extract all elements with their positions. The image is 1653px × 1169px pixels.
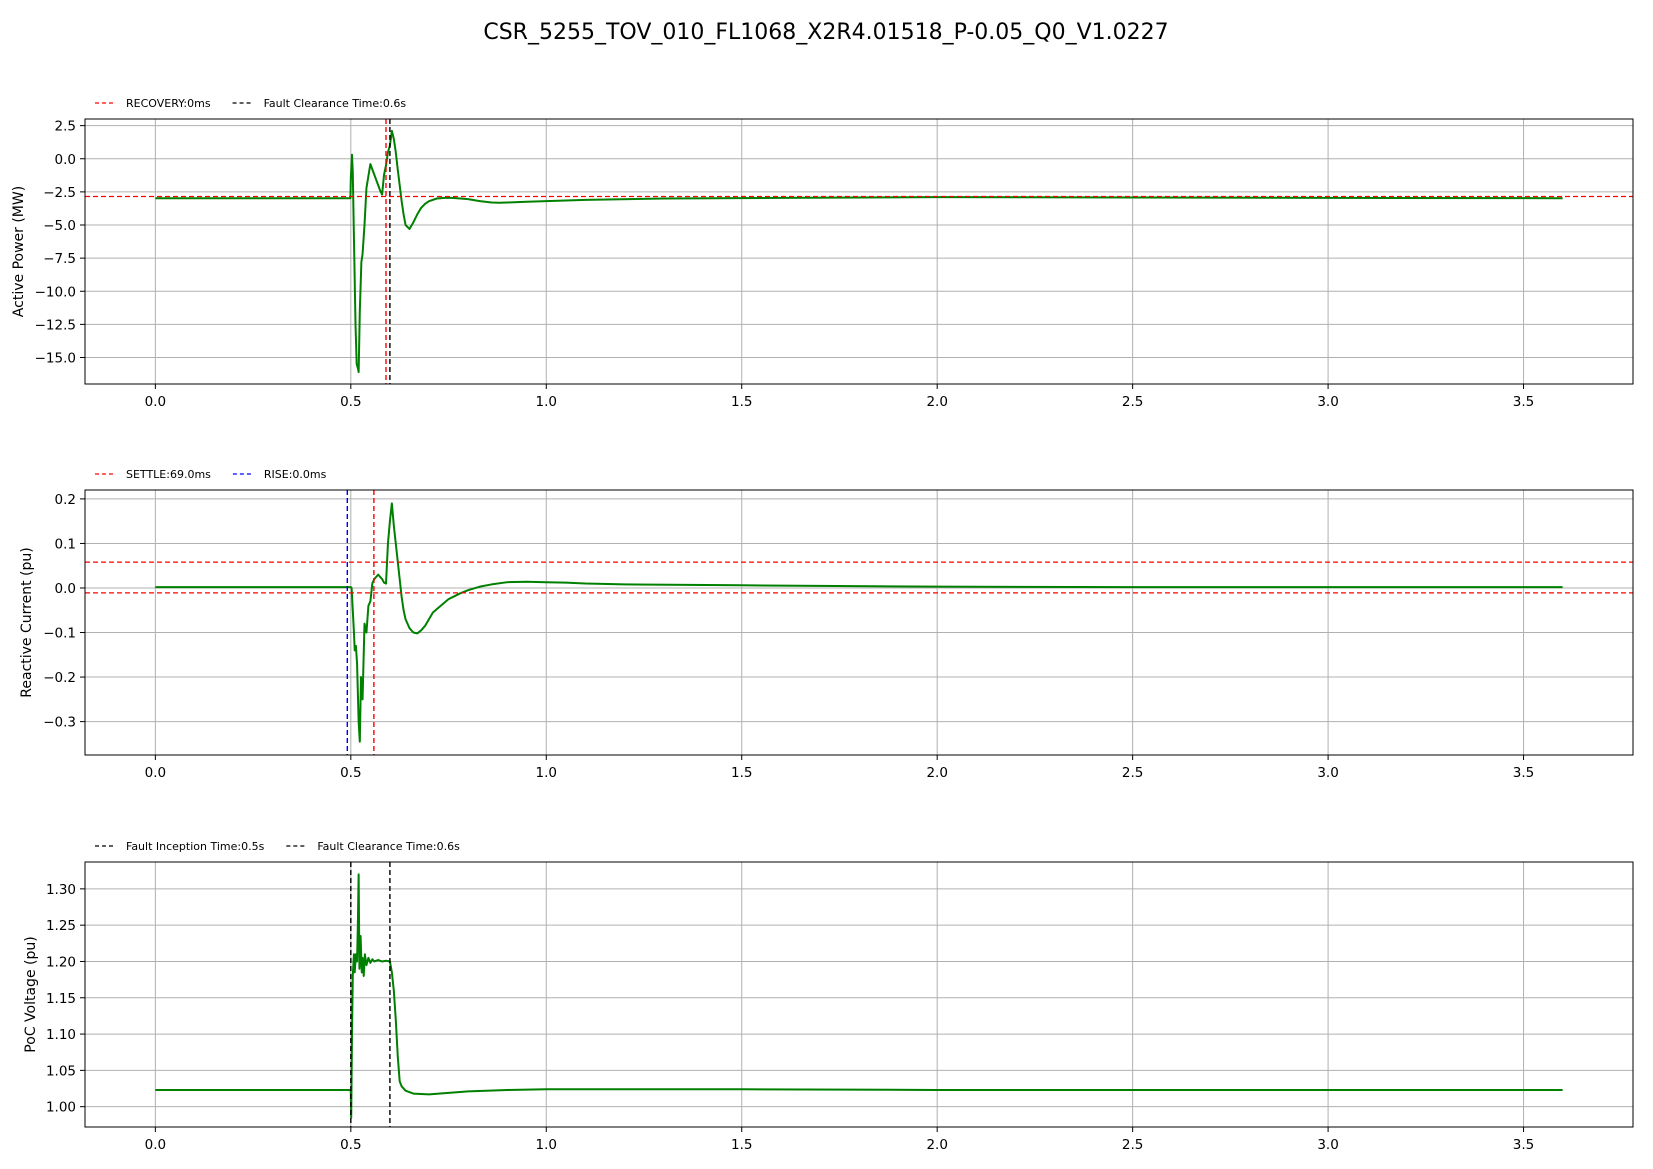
y-tick-label: 2.5 bbox=[55, 119, 76, 135]
y-tick-label: 1.20 bbox=[46, 954, 76, 970]
legend: RECOVERY:0ms Fault Clearance Time:0.6s bbox=[95, 97, 406, 110]
y-axis-label: Reactive Current (pu) bbox=[19, 547, 35, 697]
x-tick-label: 1.0 bbox=[536, 765, 557, 781]
y-tick-label: −2.5 bbox=[43, 185, 76, 201]
plot-area bbox=[85, 119, 1633, 384]
x-tick-label: 2.0 bbox=[926, 1137, 947, 1153]
legend-label: SETTLE:69.0ms bbox=[126, 468, 211, 481]
subplot-1: 0.0 0.5 1.0 1.5 2.0 2.5 3.0 3.5 −15.0 −12.5 −10.0 −… bbox=[11, 97, 1634, 410]
plot-area bbox=[85, 490, 1633, 755]
y-tick-label: 0.1 bbox=[55, 536, 76, 552]
x-tick-label: 1.5 bbox=[731, 394, 752, 410]
x-tick-label: 0.5 bbox=[340, 1137, 361, 1153]
legend-label: Fault Clearance Time:0.6s bbox=[317, 840, 460, 853]
x-tick-label: 3.5 bbox=[1513, 765, 1534, 781]
y-tick-label: 0.0 bbox=[55, 152, 76, 168]
axes-frame bbox=[84, 489, 1634, 756]
y-tick-label: 1.15 bbox=[46, 991, 76, 1007]
y-tick-label: 1.25 bbox=[46, 918, 76, 934]
legend-label: Fault Clearance Time:0.6s bbox=[264, 97, 407, 110]
x-tick-label: 1.0 bbox=[536, 394, 557, 410]
plot-area bbox=[155, 862, 1563, 1127]
x-tick-label: 0.5 bbox=[340, 765, 361, 781]
x-tick-label: 1.5 bbox=[731, 765, 752, 781]
subplot-3: 0.0 0.5 1.0 1.5 2.0 2.5 3.0 3.5 1.00 1.05 1.10 1.15… bbox=[23, 840, 1634, 1153]
y-tick-label: 0.0 bbox=[55, 581, 76, 597]
x-tick-label: 3.5 bbox=[1513, 394, 1534, 410]
y-axis-label: PoC Voltage (pu) bbox=[23, 936, 39, 1052]
legend-label: RISE:0.0ms bbox=[264, 468, 327, 481]
x-tick-label: 3.0 bbox=[1317, 765, 1338, 781]
x-tick-label: 2.5 bbox=[1122, 765, 1143, 781]
y-tick-label: −7.5 bbox=[43, 251, 76, 267]
legend: Fault Inception Time:0.5s Fault Clearance… bbox=[95, 840, 460, 853]
figure-title: CSR_5255_TOV_010_FL1068_X2R4.01518_P-0.0… bbox=[483, 20, 1168, 45]
y-tick-label: −0.3 bbox=[43, 715, 76, 731]
axes-frame bbox=[84, 118, 1634, 385]
subplots: 0.0 0.5 1.0 1.5 2.0 2.5 3.0 3.5 −15.0 −12.5 −10.0 −… bbox=[11, 97, 1634, 1153]
grid bbox=[85, 119, 1633, 384]
y-tick-label: 1.10 bbox=[46, 1027, 76, 1043]
y-tick-label: 0.2 bbox=[55, 492, 76, 508]
legend-label: Fault Inception Time:0.5s bbox=[126, 840, 265, 853]
y-axis-label: Active Power (MW) bbox=[11, 186, 27, 317]
legend: SETTLE:69.0ms RISE:0.0ms bbox=[95, 468, 327, 481]
x-tick-label: 2.5 bbox=[1122, 1137, 1143, 1153]
x-tick-label: 2.5 bbox=[1122, 394, 1143, 410]
x-tick-label: 3.5 bbox=[1513, 1137, 1534, 1153]
y-tick-label: 1.30 bbox=[46, 882, 76, 898]
series-line-1 bbox=[155, 502, 1563, 743]
x-tick-label: 1.0 bbox=[536, 1137, 557, 1153]
x-tick-label: 2.0 bbox=[926, 394, 947, 410]
legend-label: RECOVERY:0ms bbox=[126, 97, 211, 110]
x-tick-label: 0.5 bbox=[340, 394, 361, 410]
series-line-1 bbox=[155, 873, 1563, 1119]
x-tick-label: 0.0 bbox=[145, 765, 166, 781]
y-tick-label: −5.0 bbox=[43, 218, 76, 234]
y-tick-label: −0.1 bbox=[43, 626, 76, 642]
x-tick-label: 0.0 bbox=[145, 394, 166, 410]
y-tick-label: −10.0 bbox=[35, 284, 76, 300]
x-tick-label: 3.0 bbox=[1317, 394, 1338, 410]
subplot-2: 0.0 0.5 1.0 1.5 2.0 2.5 3.0 3.5 −0.3 −0.2 −0.1 0.0 0… bbox=[19, 468, 1634, 781]
x-tick-label: 0.0 bbox=[145, 1137, 166, 1153]
x-tick-label: 2.0 bbox=[926, 765, 947, 781]
grid bbox=[85, 862, 1633, 1127]
x-tick-label: 1.5 bbox=[731, 1137, 752, 1153]
axes-frame bbox=[84, 861, 1634, 1128]
y-tick-label: −0.2 bbox=[43, 670, 76, 686]
x-tick-label: 3.0 bbox=[1317, 1137, 1338, 1153]
y-tick-label: −15.0 bbox=[35, 351, 76, 367]
series-line-1 bbox=[155, 129, 1563, 374]
y-tick-label: −12.5 bbox=[35, 317, 76, 333]
y-tick-label: 1.00 bbox=[46, 1100, 76, 1116]
y-tick-label: 1.05 bbox=[46, 1063, 76, 1079]
